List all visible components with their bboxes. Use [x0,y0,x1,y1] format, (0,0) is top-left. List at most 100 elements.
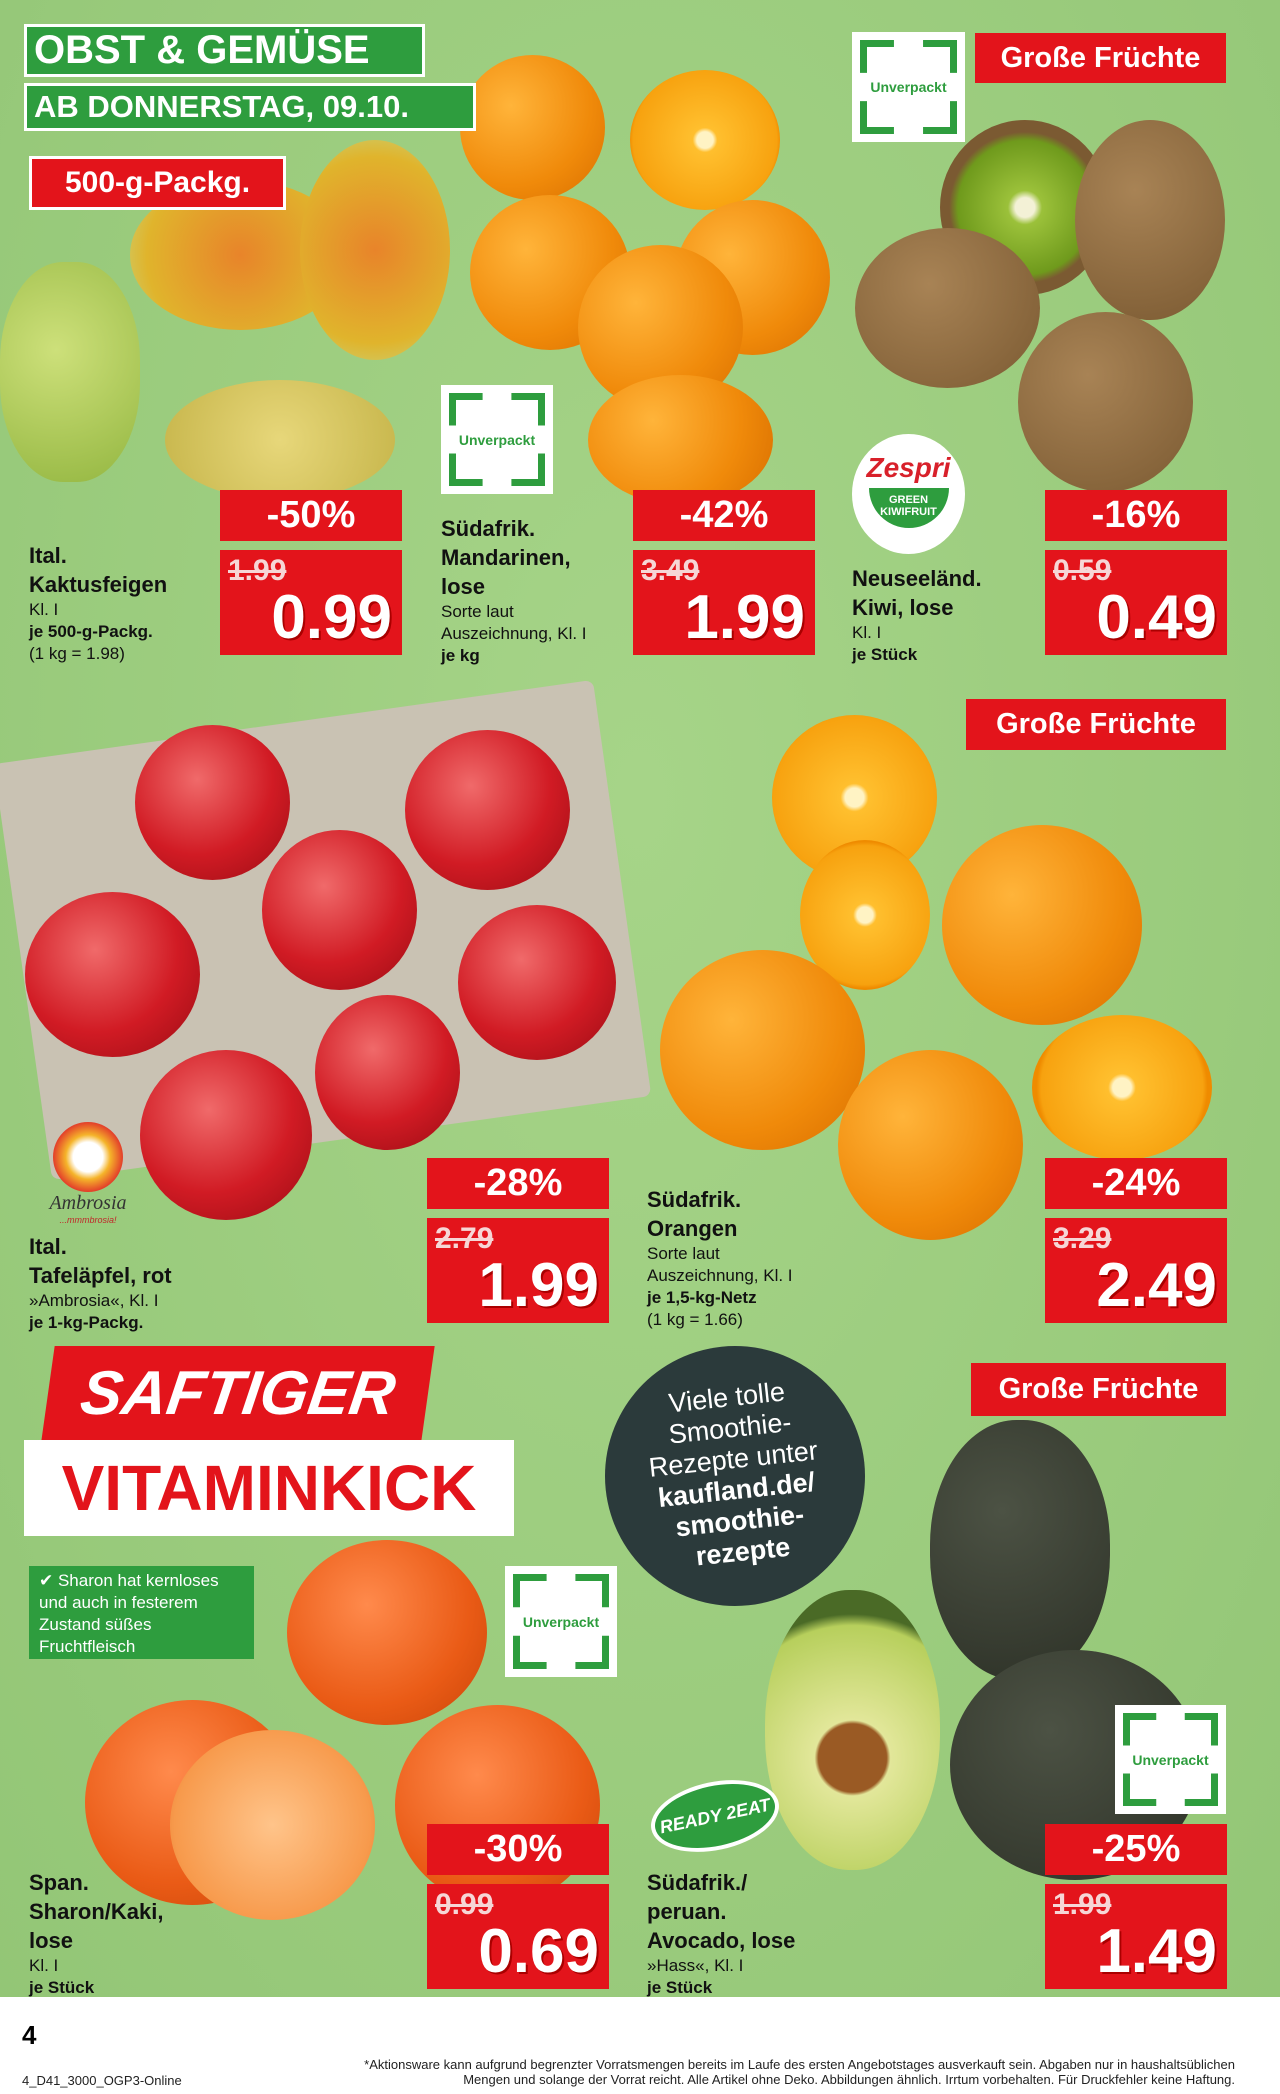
old-price: 3.29 [1053,1222,1112,1255]
product-unit: je 1,5-kg-Netz [647,1288,757,1307]
product-description: Neuseeländ. Kiwi, lose Kl. I je Stück [852,564,982,666]
product-name: lose [441,574,486,599]
old-price: 0.99 [435,1888,494,1921]
orange-slice-image [800,840,930,990]
offer-date: AB DONNERSTAG, 09.10. [24,83,476,131]
product-description: Südafrik. Mandarinen, lose Sorte laut Auszei… [441,514,587,667]
zespri-subtitle: GREEN KIWIFRUIT [868,488,949,528]
old-price: 1.99 [228,554,287,587]
unverpackt-badge: Unverpackt [1115,1705,1226,1814]
price-tag: 0.99 0.69 [427,1884,609,1989]
old-price: 2.79 [435,1222,494,1255]
product-unit: je Stück [647,1978,713,1997]
price-tag: 3.29 2.49 [1045,1218,1227,1323]
disclaimer-line: *Aktionsware kann aufgrund begrenzter Vo… [364,2057,1235,2072]
unverpackt-badge: Unverpackt [441,385,553,494]
section-title: OBST & GEMÜSE [24,24,425,77]
product-detail: Sorte laut [647,1244,720,1263]
cactus-fig-image [165,380,395,500]
current-price: 1.99 [478,1251,599,1320]
product-name: peruan. [647,1899,727,1924]
price-tag: 0.59 0.49 [1045,550,1227,655]
product-unit: je 1-kg-Packg. [29,1313,144,1332]
sharon-note: ✔ Sharon hat kernloses und auch in feste… [29,1566,254,1659]
unverpackt-label: Unverpackt [1132,1751,1209,1768]
product-name: Tafeläpfel, rot [29,1263,172,1288]
discount-badge: -25% [1045,1824,1227,1875]
mandarin-image [460,55,605,200]
kiwi-image [1075,120,1225,320]
product-unit: (1 kg = 1.98) [29,644,125,663]
product-unit: je kg [441,646,480,665]
product-detail: Kl. I [29,600,59,619]
unverpackt-badge: Unverpackt [505,1566,617,1677]
product-description: Ital. Kaktusfeigen Kl. I je 500-g-Packg. (1 … [29,541,167,665]
product-detail: Auszeichnung, Kl. I [441,624,587,643]
apple-image [405,730,570,890]
current-price: 1.49 [1096,1917,1217,1986]
apple-image [315,995,460,1150]
cactus-fig-cut-image [300,140,450,360]
old-price: 0.59 [1053,554,1112,587]
product-name: Südafrik. [441,516,536,541]
kaki-image [287,1540,487,1725]
apple-image [135,725,290,880]
product-name: Sharon/Kaki, [29,1899,164,1924]
big-fruit-badge: Große Früchte [966,699,1226,750]
product-detail: Sorte laut [441,602,514,621]
discount-badge: -30% [427,1824,609,1875]
apple-image [458,905,616,1060]
discount-badge: -42% [633,490,815,541]
product-detail: Kl. I [852,623,882,642]
product-name: Mandarinen, [441,545,571,570]
old-price: 3.49 [641,554,700,587]
apple-image [262,830,417,990]
kiwi-image [1018,312,1193,492]
product-detail: Kl. I [29,1956,59,1975]
product-unit: je Stück [852,645,918,664]
product-name: Span. [29,1870,89,1895]
unverpackt-badge: Unverpackt [852,32,965,142]
avocado-half-image [765,1590,940,1870]
apple-image [25,892,200,1057]
kiwi-image [855,228,1040,388]
price-tag: 3.49 1.99 [633,550,815,655]
zespri-wordmark: Zespri [866,452,951,483]
avocado-image [930,1420,1110,1680]
page-number: 4 [22,2020,37,2050]
current-price: 1.99 [684,583,805,652]
product-unit: (1 kg = 1.66) [647,1310,743,1329]
mandarin-half-image [630,70,780,210]
pack-size-badge: 500-g-Packg. [29,156,286,210]
product-name: Neuseeländ. [852,566,982,591]
discount-badge: -16% [1045,490,1227,541]
ambrosia-logo: Ambrosia ...mmmbrosia! [29,1122,147,1232]
current-price: 0.69 [478,1917,599,1986]
product-name: Avocado, lose [647,1928,796,1953]
product-description: Span. Sharon/Kaki, lose Kl. I je Stück [29,1868,163,1999]
big-fruit-badge: Große Früchte [971,1363,1226,1416]
price-tag: 1.99 0.99 [220,550,402,655]
price-tag: 1.99 1.49 [1045,1884,1227,1989]
disclaimer: *Aktionsware kann aufgrund begrenzter Vo… [364,2057,1235,2087]
product-name: Ital. [29,1234,67,1259]
print-code: 4_D41_3000_OGP3-Online [22,2073,182,2088]
orange-image [838,1050,1023,1240]
product-detail: »Hass«, Kl. I [647,1956,744,1975]
old-price: 1.99 [1053,1888,1112,1921]
current-price: 0.49 [1096,583,1217,652]
discount-badge: -28% [427,1158,609,1209]
zespri-logo: Zespri GREEN KIWIFRUIT [852,434,965,554]
product-name: lose [29,1928,74,1953]
product-unit: je Stück [29,1978,95,1997]
product-unit: je 500-g-Packg. [29,622,153,641]
product-detail: Auszeichnung, Kl. I [647,1266,793,1285]
unverpackt-label: Unverpackt [522,1613,600,1630]
mandarin-image [588,375,773,505]
unverpackt-label: Unverpackt [870,79,947,95]
disclaimer-line: Mengen und solange der Vorrat reicht. Al… [463,2072,1235,2087]
unverpackt-label: Unverpackt [458,431,536,448]
product-description: Ital. Tafeläpfel, rot »Ambrosia«, Kl. I je … [29,1232,172,1334]
big-fruit-badge: Große Früchte [975,33,1226,83]
discount-badge: -24% [1045,1158,1227,1209]
